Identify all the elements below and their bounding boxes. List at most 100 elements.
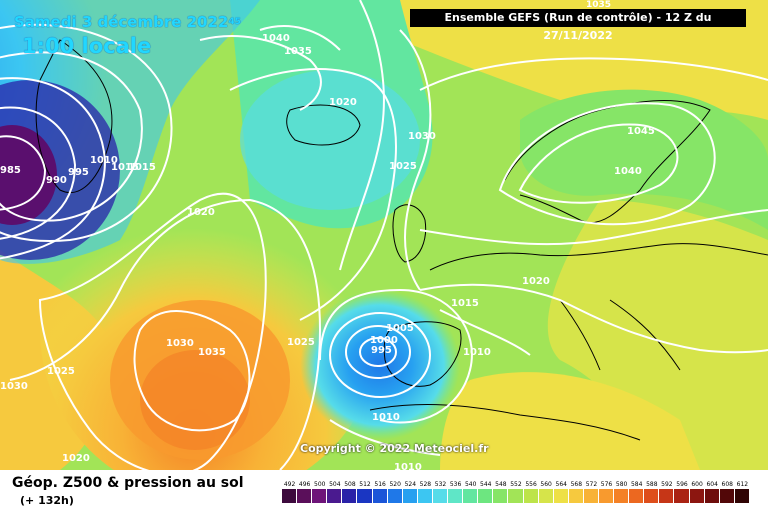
top-isobar-value: 1035 — [586, 0, 612, 10]
map-mediterranean — [440, 372, 700, 470]
scale-swatch — [508, 489, 524, 503]
map-title: Géop. Z500 & pression au sol — [12, 475, 244, 491]
isobar — [359, 337, 397, 367]
scale-label: 548 — [495, 481, 507, 488]
isobar — [199, 35, 322, 111]
isobar-label: 1040 — [262, 33, 290, 44]
scale-label: 500 — [314, 481, 326, 488]
copyright-text: Copyright © 2022 Meteociel.fr — [300, 442, 489, 455]
scale-swatch — [734, 489, 750, 503]
scale-swatch — [689, 489, 705, 503]
scale-swatch — [568, 489, 584, 503]
isobar-label: 1025 — [47, 366, 75, 377]
isobar-label: 1030 — [0, 381, 28, 392]
weather-map: 1040 1035 1020 1030 1025 1045 1040 1020 … — [0, 0, 768, 470]
isobar — [0, 135, 47, 211]
map-atlantic-high-inner — [140, 350, 250, 450]
isobar — [38, 192, 267, 470]
map-europe-yellow — [547, 200, 768, 470]
scale-label: 528 — [419, 481, 432, 488]
color-scale-labels: 492 496 500 504 508 512 516 520 524 528 532 536 540 5… — [282, 480, 750, 489]
scale-swatch — [478, 489, 494, 503]
isobar-label: 1035 — [284, 46, 312, 57]
coastlines — [35, 39, 768, 441]
isobar-label: 1010 — [394, 462, 422, 470]
map-band-north-yellow — [380, 0, 768, 120]
isobar — [0, 23, 173, 242]
isobar-label: 1010 — [90, 155, 118, 166]
isobar-label: 990 — [46, 175, 67, 186]
isobar — [329, 419, 441, 456]
coast-scandinavia — [504, 100, 711, 224]
isobar — [419, 209, 768, 246]
scale-label: 596 — [676, 481, 688, 488]
isobar-label: 1040 — [614, 166, 642, 177]
coast-greenland — [35, 39, 113, 193]
scale-label: 552 — [510, 481, 522, 488]
scale-label: 572 — [585, 481, 598, 488]
isobar-label: 1020 — [62, 453, 90, 464]
scale-label: 556 — [525, 481, 537, 488]
scale-label: 588 — [646, 481, 658, 488]
scale-swatch — [312, 489, 328, 503]
coast-british-isles — [392, 204, 427, 263]
scale-label: 576 — [600, 481, 613, 488]
isobar — [399, 29, 432, 291]
map-cold-center — [0, 125, 57, 225]
scale-label: 612 — [736, 481, 749, 488]
forecast-time: 1:00 locale — [22, 34, 152, 58]
isobar-label: 1025 — [287, 337, 315, 348]
scale-label: 524 — [404, 481, 417, 488]
isobar — [319, 288, 473, 424]
scale-label: 564 — [555, 481, 567, 488]
isobar — [133, 310, 251, 432]
scale-swatch — [432, 489, 449, 503]
scale-swatch — [342, 489, 358, 503]
isobar — [229, 68, 397, 321]
isobar — [345, 325, 411, 379]
scale-swatch — [553, 489, 569, 503]
scale-swatch — [598, 489, 615, 503]
run-info-text: Ensemble GEFS (Run de contrôle) - 12 Z d… — [444, 11, 712, 42]
isobar-labels: 1040 1035 1020 1030 1025 1045 1040 1020 … — [0, 33, 655, 470]
scale-swatch — [614, 489, 630, 503]
isobar — [419, 57, 768, 91]
isobar-label: 1020 — [187, 207, 215, 218]
isobar — [0, 77, 107, 260]
scale-label: 568 — [570, 481, 583, 488]
scale-swatch — [282, 489, 298, 503]
scale-swatch — [659, 489, 675, 503]
scale-label: 604 — [706, 481, 718, 488]
scale-swatch — [297, 489, 313, 503]
isobar-label: 1015 — [128, 162, 156, 173]
scale-label: 520 — [389, 481, 401, 488]
scale-label: 560 — [540, 481, 552, 488]
scale-label: 608 — [721, 481, 733, 488]
isobar — [0, 51, 143, 222]
forecast-date-suffix: 45 — [228, 17, 241, 27]
scale-label: 600 — [691, 481, 703, 488]
scale-label: 508 — [344, 481, 356, 488]
isobar-label: 1010 — [463, 347, 491, 358]
scale-swatch — [387, 489, 403, 503]
isobar-label: 1015 — [451, 298, 479, 309]
map-iceland-teal — [240, 70, 420, 210]
scale-label: 496 — [298, 481, 311, 488]
scale-swatch — [493, 489, 509, 503]
scale-label: 580 — [615, 481, 628, 488]
scale-swatch — [463, 489, 479, 503]
scale-label: 504 — [329, 481, 341, 488]
scale-swatch — [674, 489, 690, 503]
coast-iceland — [286, 104, 361, 146]
run-info-banner: Ensemble GEFS (Run de contrôle) - 12 Z d… — [410, 9, 746, 42]
scale-label: 592 — [661, 481, 673, 488]
isobar — [9, 198, 322, 470]
scale-swatch — [583, 489, 599, 503]
map-scandinavia — [520, 89, 768, 230]
scale-label: 492 — [283, 481, 296, 488]
isobar-label: 1030 — [408, 131, 436, 142]
coast-africa — [369, 404, 641, 441]
scale-swatch — [448, 489, 464, 503]
isobar — [498, 102, 716, 226]
